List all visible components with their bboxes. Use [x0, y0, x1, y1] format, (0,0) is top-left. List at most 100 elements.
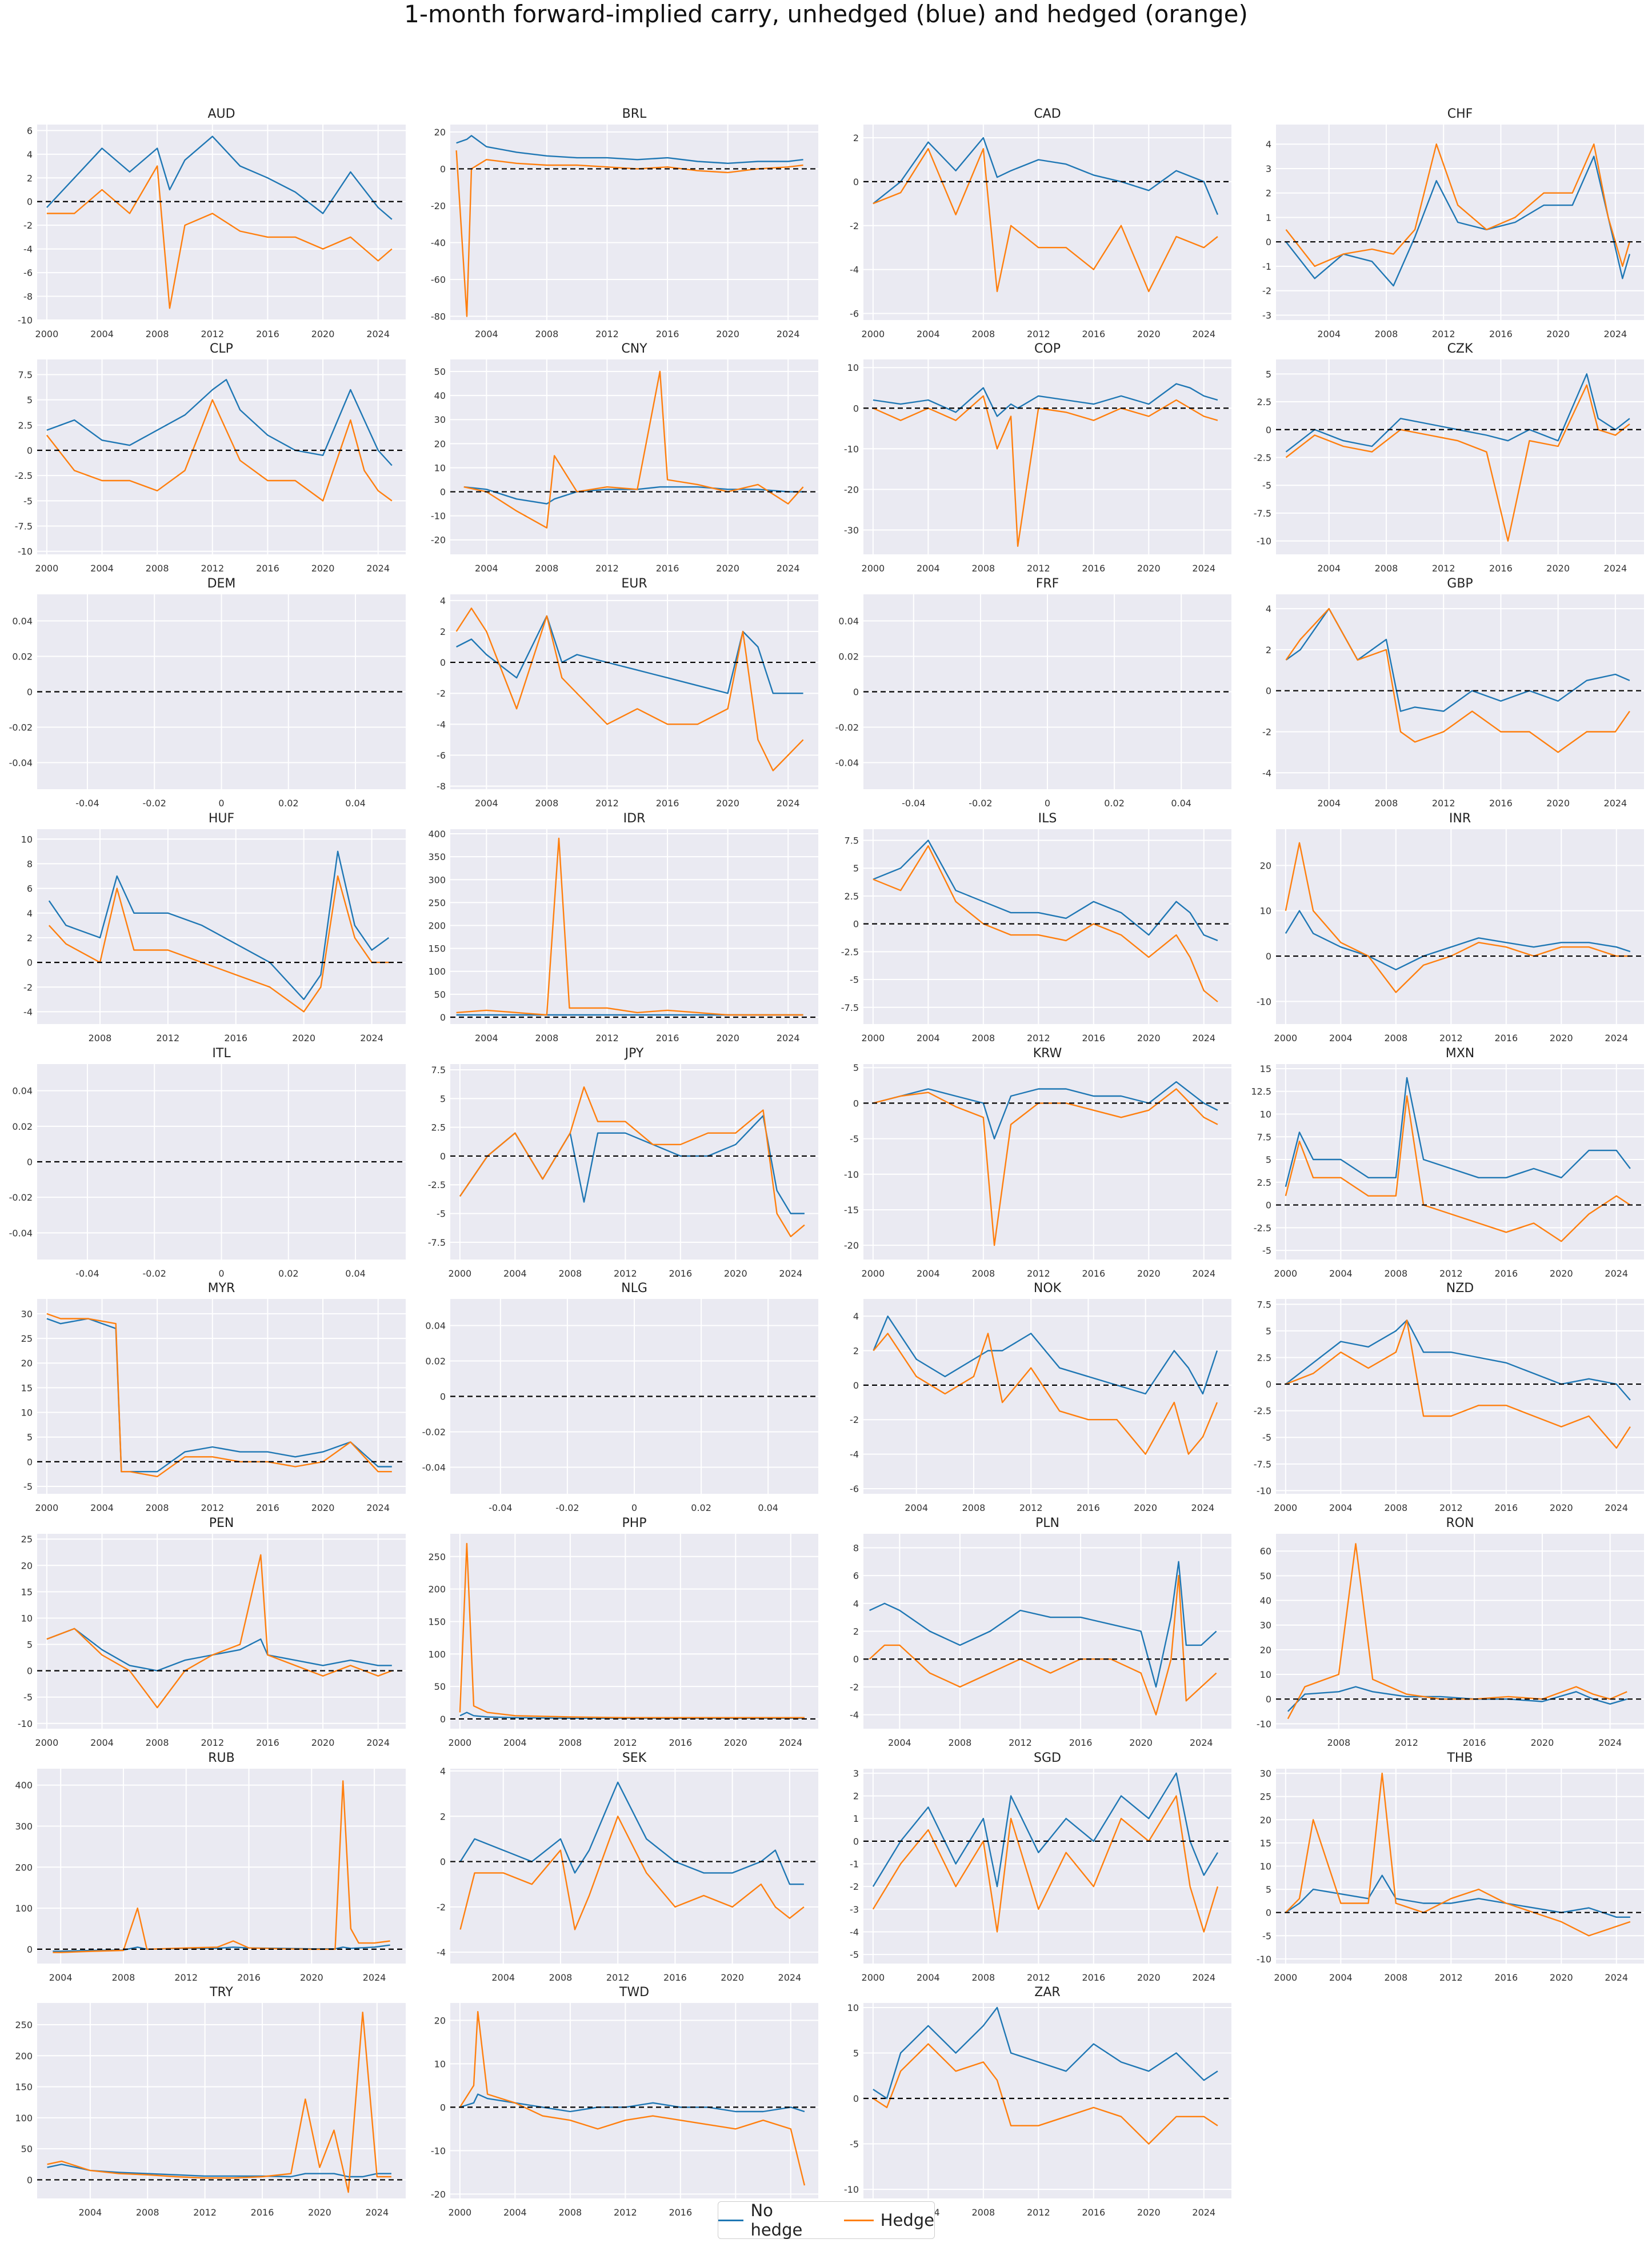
series-line-hedge-twd — [459, 2010, 806, 2186]
x-tick-label: 2000 — [1274, 1502, 1298, 1513]
y-tick-label: 0 — [440, 2102, 446, 2113]
y-tick-label: 6 — [27, 125, 33, 136]
x-tick-label: 2008 — [549, 1972, 573, 1983]
x-tick-label: 2008 — [971, 1268, 995, 1279]
x-tick-label: 2020 — [1137, 2207, 1161, 2218]
y-tick-label: 40 — [1260, 1596, 1271, 1606]
panel-eur: 2004 2008 2012 2016 2020 2024 -8 -6 -4 -2 0 2 4 EUR — [437, 577, 818, 809]
plot-area-twd — [450, 2003, 818, 2198]
y-tick-label: 7.5 — [431, 1065, 446, 1075]
x-tick-label: 2012 — [1027, 329, 1050, 339]
y-tick-label: -10 — [18, 1718, 33, 1729]
y-tick-label: 100 — [15, 2113, 33, 2124]
x-tick-label: 2024 — [1191, 1502, 1215, 1513]
plot-area-sek — [450, 1769, 818, 1964]
y-tick-label: -7.5 — [15, 521, 33, 532]
panel-twd: 2000200420082012201620202024-20-1001020T… — [431, 1985, 818, 2218]
x-tick-label: 2024 — [777, 329, 800, 339]
y-tick-label: 0 — [853, 919, 859, 930]
y-tick-label: 15 — [21, 1586, 33, 1597]
x-tick-label: 0 — [218, 798, 224, 809]
x-tick-label: 2020 — [292, 1033, 315, 1043]
y-tick-label: 350 — [428, 851, 446, 862]
y-tick-label: 100 — [428, 1649, 446, 1660]
y-tick-label: 3 — [853, 1768, 859, 1779]
y-tick-label: 4 — [1266, 603, 1271, 614]
plot-area-sgd — [863, 1769, 1231, 1964]
x-tick-label: 0.04 — [345, 1268, 366, 1279]
x-tick-label: 2016 — [1069, 1737, 1093, 1748]
y-tick-label: 0.02 — [425, 1356, 446, 1367]
x-tick-label: 2016 — [1082, 1268, 1105, 1279]
y-tick-label: 5 — [1266, 1326, 1271, 1337]
legend-item-hedge: Hedge — [843, 2210, 934, 2230]
x-tick-label: 2024 — [366, 1502, 390, 1513]
y-tick-label: 0 — [440, 1714, 446, 1725]
x-tick-label: 2024 — [1605, 1972, 1628, 1983]
x-tick-label: 2012 — [1432, 563, 1455, 574]
plot-area-idr — [450, 829, 818, 1024]
panel-chf: 2004 2008 2012 2016 2020 2024 -3 -2 -1 0 1 2 3 4 CHF — [1262, 107, 1644, 339]
y-tick-label: 5 — [1266, 369, 1271, 379]
x-tick-label: 2016 — [669, 2207, 692, 2218]
series-line-no-hedge-pln — [869, 1561, 1217, 1688]
panel-gbp: 2004 2008 2012 2016 2020 2024 -4 -2 0 2 4 GBP — [1262, 577, 1644, 809]
panel-title-nlg: NLG — [621, 1281, 647, 1296]
series-line-hedge-php — [459, 1542, 805, 1718]
x-tick-label: 2020 — [311, 1502, 335, 1513]
y-tick-label: 0 — [853, 687, 859, 698]
x-tick-label: 2004 — [1329, 1502, 1353, 1513]
panel-brl: 2004 2008 2012 2016 2020 2024 -80 -60 -40 -20 0 20 B… — [431, 107, 818, 339]
x-tick-label: 2004 — [475, 329, 498, 339]
panel-jpy: 2000 2004 2008 2012 2016 2020 2024 -7.5 -5 -2.5 0 2… — [428, 1046, 818, 1279]
y-tick-label: -10 — [431, 2145, 446, 2156]
x-tick-label: 2004 — [1329, 1972, 1353, 1983]
x-tick-label: 2016 — [256, 1737, 279, 1748]
y-tick-label: 5 — [1266, 1884, 1271, 1895]
series-line-hedge-cny — [463, 370, 804, 529]
y-tick-label: 0 — [1266, 237, 1271, 247]
x-tick-label: 2020 — [311, 563, 335, 574]
y-tick-label: 0 — [1266, 686, 1271, 697]
y-tick-label: 10 — [434, 2058, 446, 2069]
x-tick-label: 2016 — [256, 563, 279, 574]
y-tick-label: -0.02 — [9, 722, 33, 733]
x-tick-label: 2008 — [535, 1033, 559, 1043]
y-tick-label: 10 — [1260, 1109, 1271, 1119]
y-tick-label: 30 — [434, 414, 446, 425]
y-tick-label: 2.5 — [1257, 1177, 1271, 1188]
x-tick-label: -0.04 — [902, 798, 925, 809]
y-tick-label: 250 — [15, 2020, 33, 2030]
series-line-no-hedge-inr — [1285, 910, 1631, 971]
x-tick-label: 2020 — [724, 1268, 747, 1279]
series-line-hedge-brl — [455, 150, 803, 317]
x-tick-label: 2008 — [1384, 1972, 1407, 1983]
y-tick-label: -4 — [23, 1006, 33, 1017]
x-tick-label: 2008 — [971, 563, 995, 574]
x-tick-label: 2012 — [1439, 1502, 1463, 1513]
y-tick-label: 0 — [853, 177, 859, 187]
y-tick-label: 20 — [1260, 860, 1271, 871]
x-tick-label: 2016 — [256, 329, 279, 339]
plot-area-inr — [1276, 829, 1644, 1024]
x-tick-label: 2012 — [595, 329, 619, 339]
y-tick-label: -2 — [23, 982, 33, 993]
y-tick-label: 0.02 — [838, 651, 859, 662]
y-tick-label: -2 — [1262, 726, 1271, 737]
panel-thb: 2000 2004 2008 2012 2016 2020 2024 -10 -5 0 5 10 15 2… — [1257, 1751, 1644, 1983]
x-tick-label: 2020 — [1531, 1737, 1554, 1748]
figure-legend: No hedge Hedge — [718, 2201, 935, 2240]
x-tick-label: 2024 — [1192, 1972, 1215, 1983]
y-tick-label: -2.5 — [1254, 452, 1271, 463]
x-tick-label: 2008 — [535, 329, 559, 339]
x-tick-label: 2020 — [716, 329, 739, 339]
y-tick-label: 0 — [27, 2174, 33, 2185]
y-tick-label: 2 — [440, 1811, 446, 1822]
y-tick-label: -5 — [850, 974, 859, 985]
x-tick-label: 0 — [1045, 798, 1050, 809]
y-tick-label: 4 — [440, 595, 446, 606]
y-tick-label: 0.04 — [12, 1086, 33, 1097]
y-tick-label: 2 — [1266, 188, 1271, 199]
y-tick-label: 2.5 — [18, 420, 33, 431]
